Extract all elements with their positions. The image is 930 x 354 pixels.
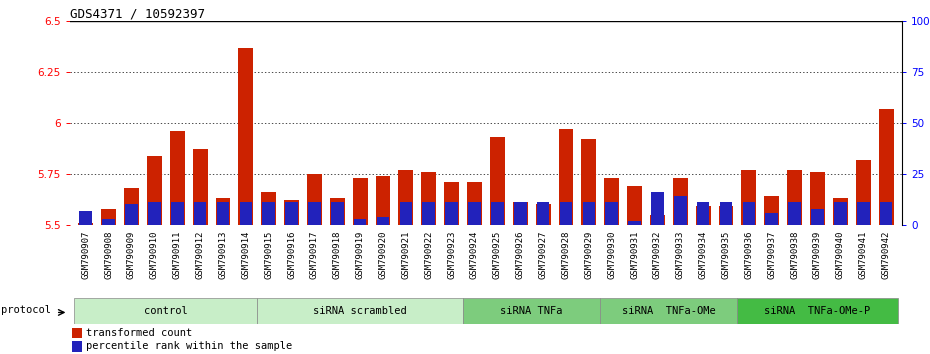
Text: protocol: protocol [1,305,51,315]
Bar [421,172,436,225]
Bar [697,202,710,225]
Bar [650,215,665,225]
Bar [124,188,139,225]
Bar [560,202,572,225]
Bar [262,202,275,225]
Bar [604,178,619,225]
Bar [376,176,391,225]
Text: percentile rank within the sample: percentile rank within the sample [86,341,292,351]
Bar [193,202,206,225]
Bar [764,196,779,225]
Bar [101,209,116,225]
Bar [240,202,252,225]
Bar [651,192,664,225]
Bar [170,131,185,225]
Bar [605,202,618,225]
Bar [330,198,345,225]
Text: siRNA TNFa: siRNA TNFa [500,306,563,316]
Bar [696,206,711,225]
Bar [353,219,366,225]
Bar [285,200,299,225]
Bar [307,174,322,225]
Text: GDS4371 / 10592397: GDS4371 / 10592397 [70,7,205,20]
Bar [789,202,801,225]
Bar [147,156,162,225]
Bar [308,202,321,225]
Bar [811,209,824,225]
Text: control: control [144,306,188,316]
Bar [512,202,527,225]
Bar [674,196,686,225]
Bar [537,202,550,225]
Bar [491,202,504,225]
Bar [627,186,642,225]
Bar [741,170,756,225]
Bar [73,327,82,338]
Bar [834,202,846,225]
Text: siRNA  TNFa-OMe: siRNA TNFa-OMe [622,306,716,316]
Bar [737,298,897,324]
Bar [536,205,551,225]
Bar [377,217,390,225]
Bar [490,137,505,225]
Bar [422,202,435,225]
Bar [78,223,93,225]
Bar [73,341,82,352]
Bar [719,206,734,225]
Bar [742,202,755,225]
Bar [879,109,894,225]
Bar [193,149,207,225]
Bar [400,202,412,225]
Bar [629,221,641,225]
Bar [720,202,732,225]
Bar [445,202,458,225]
Bar [559,129,574,225]
Bar [261,192,276,225]
Text: siRNA  TNFa-OMe-P: siRNA TNFa-OMe-P [764,306,870,316]
Bar [171,202,183,225]
Bar [217,202,230,225]
Bar [445,182,459,225]
Bar [102,219,115,225]
Bar [238,48,253,225]
Bar [216,198,231,225]
Bar [352,178,367,225]
Bar [398,170,413,225]
Bar [74,298,258,324]
Bar [331,202,343,225]
Bar [833,198,848,225]
Bar [581,139,596,225]
Bar [79,211,92,225]
Text: transformed count: transformed count [86,328,193,338]
Bar [258,298,463,324]
Bar [787,170,802,225]
Text: siRNA scrambled: siRNA scrambled [313,306,407,316]
Bar [514,202,526,225]
Bar [856,160,870,225]
Bar [286,202,298,225]
Bar [582,202,595,225]
Bar [600,298,737,324]
Bar [468,202,481,225]
Bar [673,178,687,225]
Bar [765,212,778,225]
Bar [126,205,138,225]
Bar [857,202,870,225]
Bar [148,202,161,225]
Bar [463,298,600,324]
Bar [810,172,825,225]
Bar [467,182,482,225]
Bar [880,202,893,225]
